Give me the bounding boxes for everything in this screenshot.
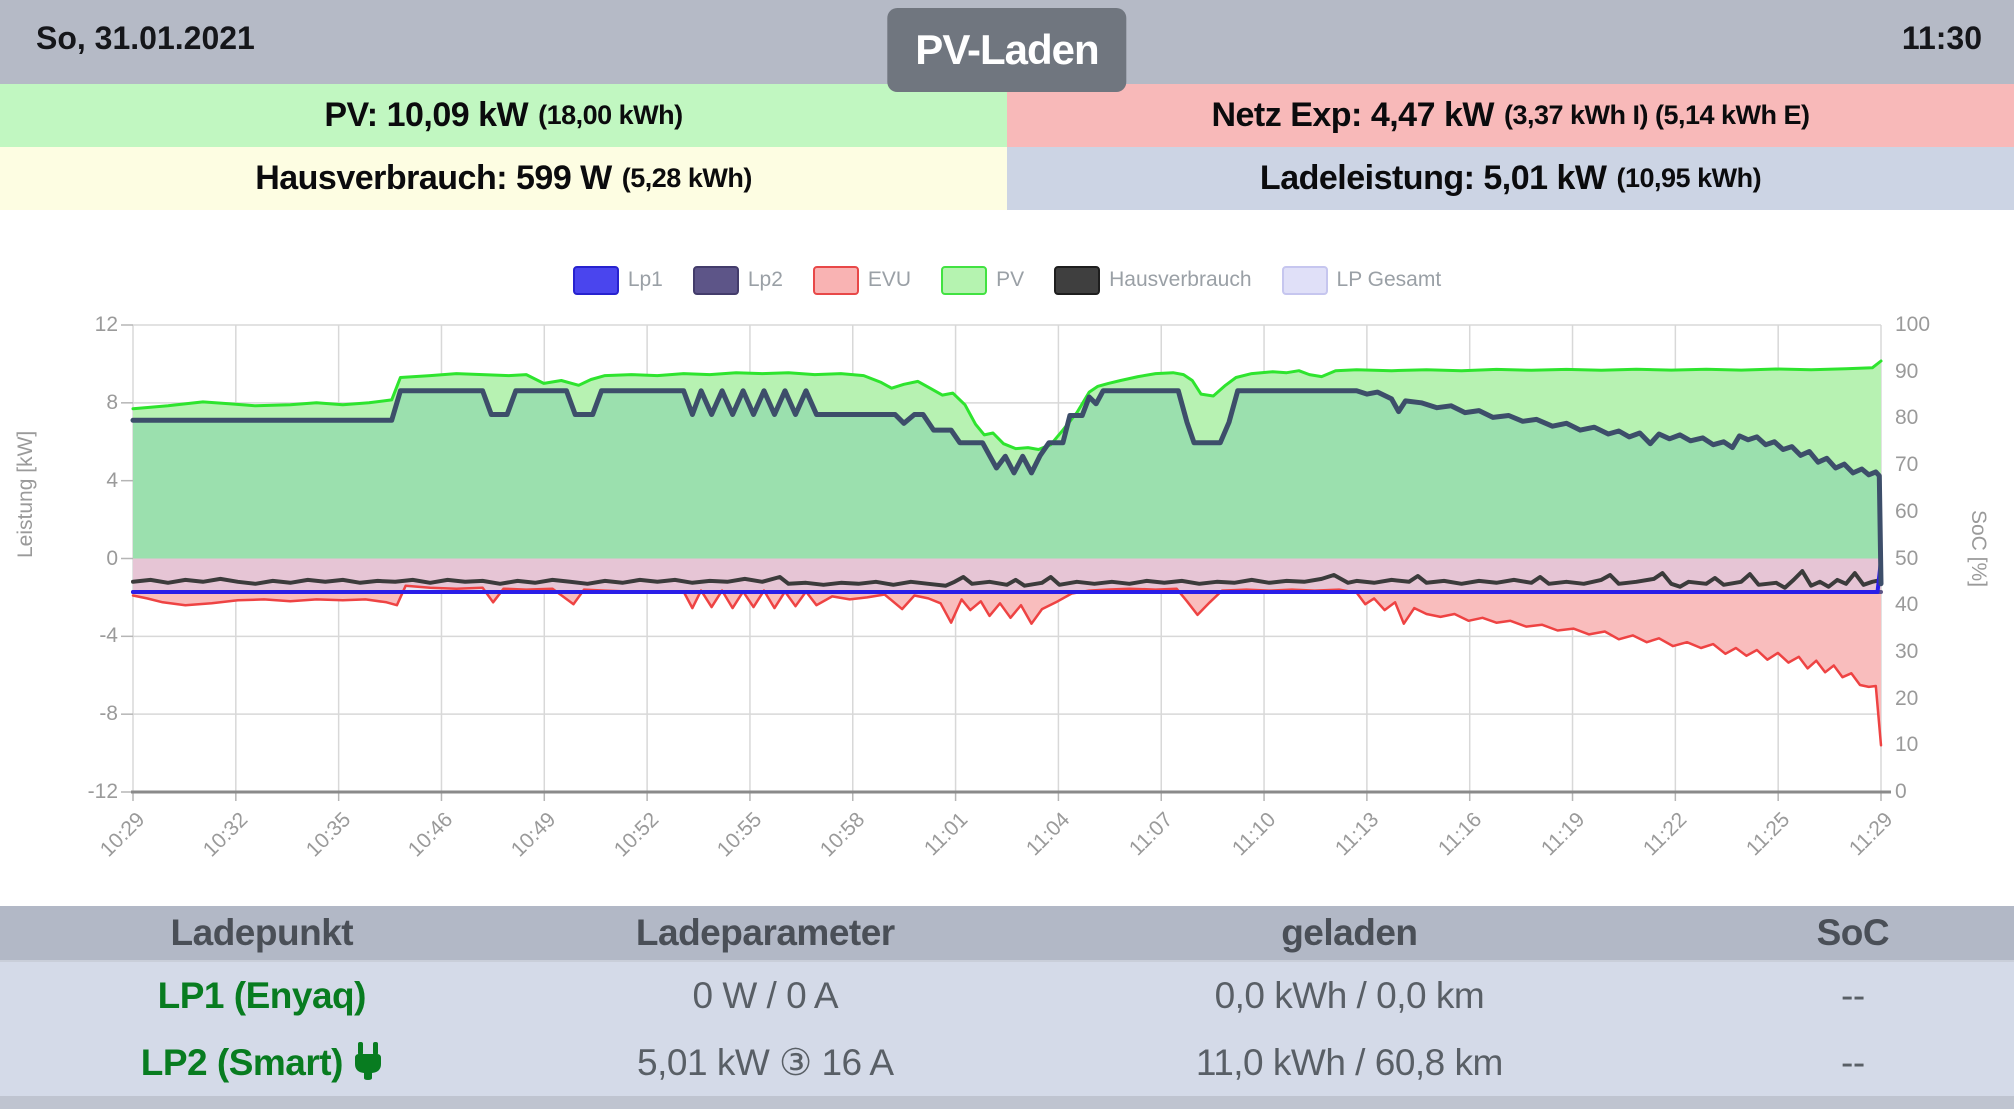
legend-item[interactable]: Lp1 <box>572 265 663 295</box>
legend-swatch-icon <box>1054 265 1101 295</box>
legend-swatch-icon <box>572 265 619 295</box>
legend-label: PV <box>996 268 1025 291</box>
chart-legend: Lp1 Lp2 EVU PV Hausverbrauch LP Gesamt <box>0 260 2014 300</box>
legend-swatch-icon <box>692 265 739 295</box>
lp2-geladen: 11,0 kWh / 60,8 km <box>1195 1041 1503 1083</box>
legend-label: Hausverbrauch <box>1109 268 1252 291</box>
pv-box: PV: 10,09 kW (18,00 kWh) <box>0 84 1007 147</box>
charge-power-energy: (10,95 kWh) <box>1616 163 1762 193</box>
legend-label: Lp1 <box>627 268 663 291</box>
col-header-ladepunkt: Ladepunkt <box>170 912 354 953</box>
grid-export-value: Netz Exp: 4,47 kW <box>1211 96 1494 134</box>
lp1-soc: -- <box>1841 974 1865 1016</box>
legend-item[interactable]: LP Gesamt <box>1281 265 1442 295</box>
date-label: So, 31.01.2021 <box>36 20 255 56</box>
bottom-strip <box>0 1097 2014 1109</box>
table-row-lp1[interactable]: LP1 (Enyaq) 0 W / 0 A 0,0 kWh / 0,0 km -… <box>0 962 2014 1029</box>
lp1-name: LP1 (Enyaq) <box>157 974 367 1016</box>
clock-label: 11:30 <box>1901 20 1982 56</box>
legend-label: EVU <box>867 268 912 291</box>
lp1-ladeparameter: 0 W / 0 A <box>692 974 839 1016</box>
legend-item[interactable]: PV <box>941 265 1025 295</box>
lp2-name: LP2 (Smart) <box>140 1041 344 1083</box>
legend-swatch-icon <box>812 265 859 295</box>
col-header-ladeparameter: Ladeparameter <box>635 912 895 953</box>
col-header-soc: SoC <box>1816 912 1890 953</box>
legend-label: Lp2 <box>747 268 783 291</box>
house-consumption-value: Hausverbrauch: 599 W <box>255 159 612 197</box>
chargepoint-table: Ladepunkt Ladeparameter geladen SoC LP1 … <box>0 906 2014 1096</box>
legend-swatch-icon <box>1281 265 1328 295</box>
lp1-geladen: 0,0 kWh / 0,0 km <box>1214 974 1485 1016</box>
charge-power-value: Ladeleistung: 5,01 kW <box>1259 159 1607 197</box>
house-consumption-energy: (5,28 kWh) <box>621 163 753 193</box>
legend-item[interactable]: Lp2 <box>692 265 783 295</box>
lp2-ladeparameter: 5,01 kW ③ 16 A <box>637 1042 894 1083</box>
legend-item[interactable]: EVU <box>812 265 912 295</box>
grid-export-box: Netz Exp: 4,47 kW (3,37 kWh I) (5,14 kWh… <box>1007 84 2014 147</box>
chart-svg <box>121 324 1891 801</box>
page-title-button[interactable]: PV-Laden <box>887 8 1127 92</box>
summary-boxes: PV: 10,09 kW (18,00 kWh) Netz Exp: 4,47 … <box>0 84 2014 210</box>
grid-export-energy: (3,37 kWh I) (5,14 kWh E) <box>1503 100 1810 130</box>
lp2-soc: -- <box>1841 1041 1865 1083</box>
table-row-lp2[interactable]: LP2 (Smart) 5,01 kW ③ 16 A 11,0 kWh / 60… <box>0 1029 2014 1096</box>
legend-item[interactable]: Hausverbrauch <box>1054 265 1252 295</box>
legend-label: LP Gesamt <box>1336 268 1442 291</box>
pv-energy: (18,00 kWh) <box>538 100 683 130</box>
col-header-geladen: geladen <box>1281 912 1418 953</box>
pv-value: PV: 10,09 kW <box>324 96 529 134</box>
table-header-row: Ladepunkt Ladeparameter geladen SoC <box>0 906 2014 962</box>
house-consumption-box: Hausverbrauch: 599 W (5,28 kWh) <box>0 147 1007 210</box>
chart-panel: Lp1 Lp2 EVU PV Hausverbrauch LP Gesamt Leistu… <box>0 210 2014 906</box>
charge-power-box: Ladeleistung: 5,01 kW (10,95 kWh) <box>1007 147 2014 210</box>
legend-swatch-icon <box>941 265 988 295</box>
plug-icon <box>353 1041 383 1084</box>
